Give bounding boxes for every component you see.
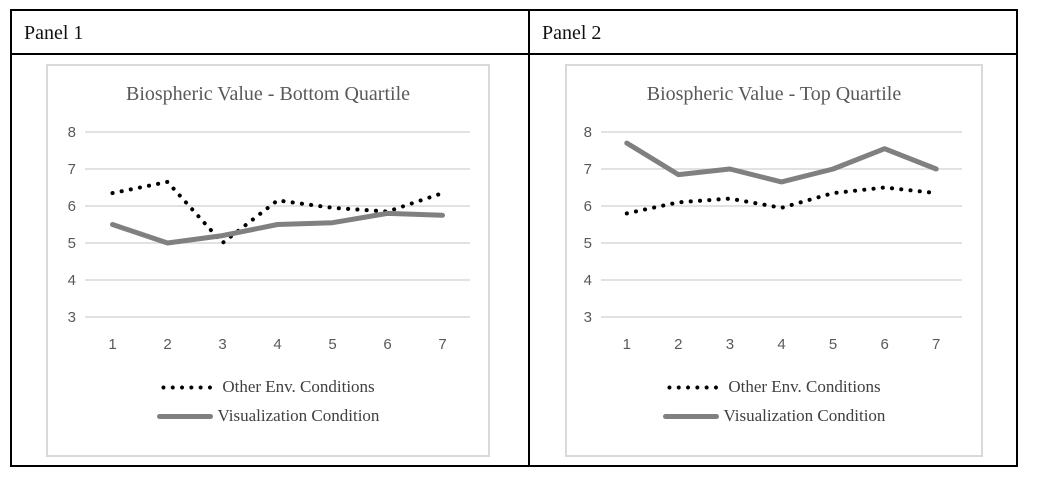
y-tick-label: 3 — [68, 309, 76, 326]
legend-item-visualization: Visualization Condition — [567, 403, 981, 429]
legend-item-visualization: Visualization Condition — [48, 403, 488, 429]
chart-plot-bottom-quartile: 8 7 6 5 4 3 1 2 3 4 5 6 7 — [68, 124, 470, 353]
y-tick-label: 5 — [584, 235, 592, 252]
x-tick-label: 4 — [273, 336, 281, 353]
y-tick-label: 6 — [68, 198, 76, 215]
chart-legend: Other Env. Conditions Visualization Cond… — [567, 374, 981, 429]
series-dotted-line — [624, 185, 939, 216]
legend-item-other-env: Other Env. Conditions — [567, 374, 981, 400]
legend-label: Other Env. Conditions — [728, 377, 881, 396]
dotted-line-legend-icon — [161, 384, 218, 390]
series-solid-line — [624, 140, 939, 185]
chart-plot-top-quartile: 8 7 6 5 4 3 1 2 3 4 5 6 7 — [584, 124, 962, 353]
x-tick-label: 2 — [163, 336, 171, 353]
panel-2-body: 8 7 6 5 4 3 1 2 3 4 5 6 7 Biospheric Value - Top Qua… — [530, 55, 1016, 467]
panel-1-body: 8 7 6 5 4 3 1 2 3 4 5 6 7 Biospheric Value - Bottom … — [12, 55, 528, 467]
chart-top-quartile: 8 7 6 5 4 3 1 2 3 4 5 6 7 Biospheric Value - Top Qua… — [565, 64, 983, 457]
panel-1-header: Panel 1 — [12, 11, 528, 55]
panel-table: Panel 1 8 7 6 5 4 3 1 2 3 4 5 6 7 Biospheric Value -… — [10, 9, 1018, 467]
chart-title: Biospheric Value - Bottom Quartile — [125, 83, 411, 105]
x-tick-label: 4 — [777, 336, 785, 353]
x-tick-label: 1 — [108, 336, 116, 353]
y-tick-label: 8 — [68, 124, 76, 141]
x-tick-label: 5 — [829, 336, 837, 353]
legend-item-other-env: Other Env. Conditions — [48, 374, 488, 400]
y-tick-label: 3 — [584, 309, 592, 326]
panel-1-cell: Panel 1 8 7 6 5 4 3 1 2 3 4 5 6 7 Biospheric Value -… — [12, 11, 530, 465]
chart-title: Biospheric Value - Top Quartile — [646, 83, 902, 105]
chart-legend: Other Env. Conditions Visualization Cond… — [48, 374, 488, 429]
x-tick-label: 7 — [932, 336, 940, 353]
dotted-line-legend-icon — [667, 384, 724, 390]
x-tick-label: 3 — [726, 336, 734, 353]
panel-2-header: Panel 2 — [530, 11, 1016, 55]
x-tick-label: 6 — [383, 336, 391, 353]
x-tick-label: 2 — [674, 336, 682, 353]
y-tick-label: 5 — [68, 235, 76, 252]
legend-label: Other Env. Conditions — [222, 377, 375, 396]
legend-label: Visualization Condition — [723, 406, 886, 425]
x-tick-label: 6 — [880, 336, 888, 353]
panel-2-cell: Panel 2 8 7 6 5 4 3 1 2 3 4 5 6 7 Biospheric Value -… — [530, 11, 1016, 465]
legend-label: Visualization Condition — [217, 406, 380, 425]
solid-line-legend-icon — [662, 413, 719, 419]
series-dotted-line — [110, 179, 445, 245]
solid-line-legend-icon — [156, 413, 213, 419]
chart-bottom-quartile: 8 7 6 5 4 3 1 2 3 4 5 6 7 Biospheric Value - Bottom … — [46, 64, 490, 457]
y-tick-label: 7 — [584, 161, 592, 178]
y-tick-label: 4 — [68, 272, 76, 289]
y-tick-label: 4 — [584, 272, 592, 289]
series-solid-line — [110, 210, 445, 246]
x-tick-label: 3 — [218, 336, 226, 353]
y-tick-label: 8 — [584, 124, 592, 141]
x-tick-label: 5 — [328, 336, 336, 353]
x-tick-label: 7 — [438, 336, 446, 353]
x-tick-label: 1 — [623, 336, 631, 353]
y-tick-label: 6 — [584, 198, 592, 215]
y-tick-label: 7 — [68, 161, 76, 178]
